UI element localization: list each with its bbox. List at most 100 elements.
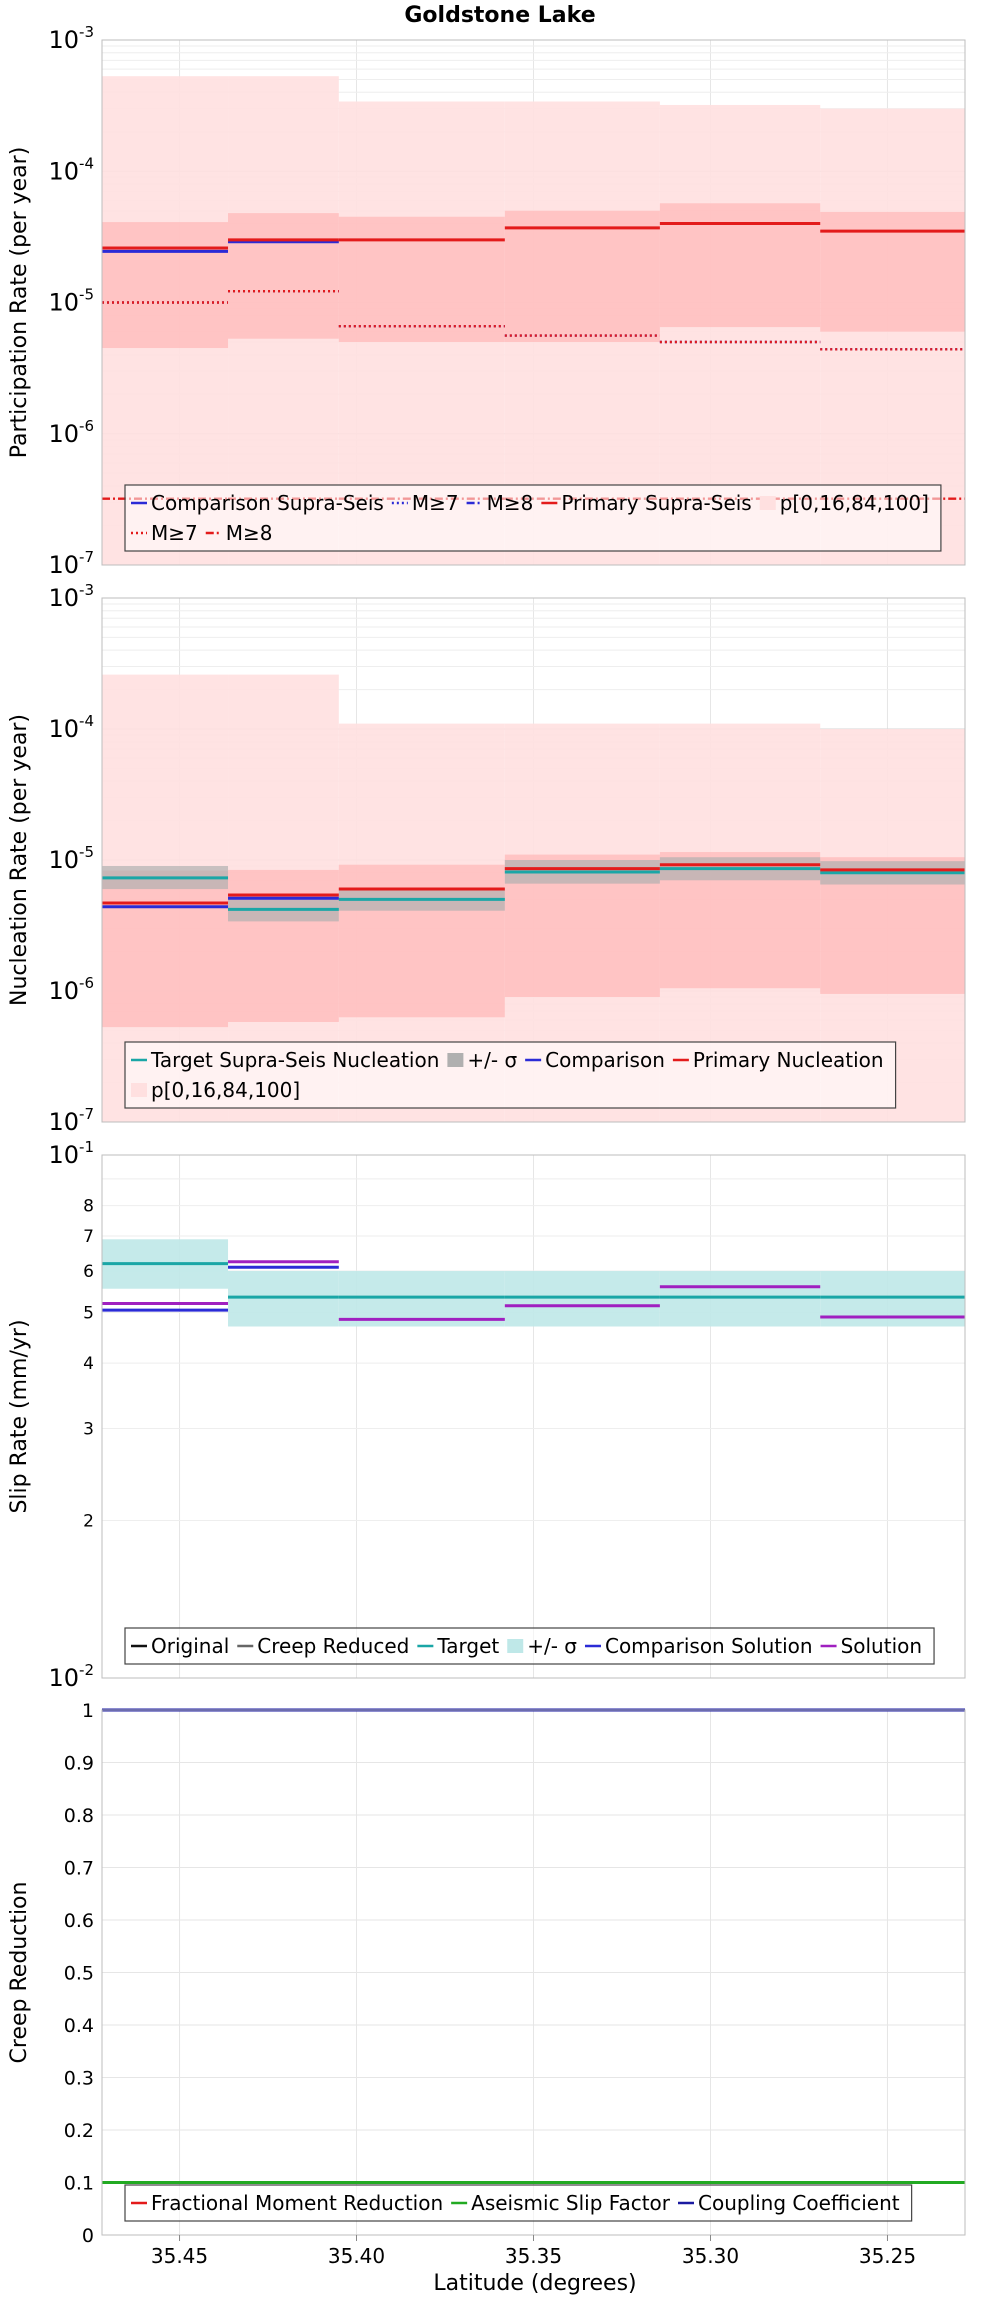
legend-label: Original [151, 1634, 229, 1658]
legend: Fractional Moment Reduction Aseismic Slip… [124, 2184, 913, 2222]
y-tick-label: 2 [83, 1512, 94, 1532]
x-tick-label: 35.35 [505, 2244, 562, 2268]
legend-box [124, 2184, 913, 2222]
legend-item: p[0,16,84,100] [759, 491, 929, 515]
legend-swatch [447, 1053, 464, 1067]
y-tick-label: 10-3 [48, 581, 94, 612]
legend-label: Fractional Moment Reduction [151, 2191, 443, 2215]
panel-creep-reduction: 0 0.1 0.2 0.3 0.4 0.5 0.6 0.7 0.8 0.9 1 Creep Reduc… [7, 1700, 966, 2247]
y-tick-label: 0.5 [64, 1963, 94, 1985]
y-tick-label: 10-2 [48, 1661, 94, 1692]
x-tick-label: 35.40 [328, 2244, 385, 2268]
panel-nucleation-rate: 10-7 10-6 10-5 10-4 10-3 Nucleation Rate (per… [7, 581, 966, 1136]
legend-label: Primary Nucleation [693, 1048, 884, 1072]
legend-item: Primary Supra-Seis [541, 491, 752, 515]
legend-item: M≥7 [391, 491, 459, 515]
legend: Target Supra-Seis Nucleation +/- σ Compari… [124, 1041, 897, 1109]
legend-label: M≥7 [151, 521, 198, 545]
legend-item: Primary Nucleation [672, 1048, 884, 1072]
axes-frame [101, 39, 966, 566]
y-tick-label: 10-3 [48, 23, 94, 54]
panel-participation-rate: 10-7 10-6 10-5 10-4 10-3 Participation Rate (… [7, 23, 966, 579]
y-tick-label: 10-6 [48, 417, 94, 448]
y-tick-label: 10-7 [48, 548, 94, 579]
legend-entries: Original Creep Reduced Target +/- σ Comparis… [131, 1634, 922, 1658]
legend-box [124, 1041, 897, 1109]
legend-label: +/- σ [527, 1634, 577, 1658]
axes-frame [101, 1154, 966, 1679]
legend-box [124, 1627, 935, 1665]
legend-label: Aseismic Slip Factor [471, 2191, 671, 2215]
y-tick-label: 0.3 [64, 2068, 94, 2090]
legend-label: Target [436, 1634, 499, 1658]
legend-label: M≥8 [487, 491, 534, 515]
legend: Comparison Supra-Seis M≥7 M≥8 Primary Supra… [124, 484, 942, 552]
band-segment [102, 870, 229, 1028]
series-comparison-solution [102, 1265, 339, 1312]
legend-item: Aseismic Slip Factor [451, 2191, 671, 2215]
y-tick-labels: 10-2 2 3 4 5 6 7 8 10-1 [48, 1138, 94, 1692]
legend-item: M≥8 [205, 521, 273, 545]
legend-label: Creep Reduced [257, 1634, 409, 1658]
y-tick-labels: 10-7 10-6 10-5 10-4 10-3 [48, 23, 94, 579]
y-tick-label: 7 [83, 1227, 94, 1247]
legend-box [124, 484, 942, 552]
y-tick-label: 10-4 [48, 712, 94, 743]
y-axis-label: Slip Rate (mm/yr) [7, 1319, 32, 1513]
band-segment [102, 222, 229, 349]
y-tick-labels: 0 0.1 0.2 0.3 0.4 0.5 0.6 0.7 0.8 0.9 1 [64, 1700, 94, 2247]
figure-title: Goldstone Lake [404, 3, 595, 28]
y-tick-label: 5 [83, 1303, 94, 1323]
legend-item: M≥7 [131, 521, 198, 545]
legend-label: p[0,16,84,100] [780, 491, 929, 515]
legend-entries: Comparison Supra-Seis M≥7 M≥8 Primary Supra… [131, 491, 929, 545]
panel-slip-rate: 10-2 2 3 4 5 6 7 8 10-1 Slip Rate (mm/yr) Original… [7, 1138, 966, 1692]
y-tick-label: 0.2 [64, 2120, 94, 2142]
legend-label: +/- σ [467, 1048, 517, 1072]
series-target [102, 1262, 965, 1299]
band-segment [228, 1271, 339, 1327]
y-tick-label: 10-5 [48, 843, 94, 874]
legend-label: Coupling Coefficient [698, 2191, 900, 2215]
legend-label: Solution [841, 1634, 922, 1658]
y-tick-label: 4 [83, 1354, 94, 1374]
legend-entries: Target Supra-Seis Nucleation +/- σ Compari… [131, 1048, 884, 1102]
legend-item: Target Supra-Seis Nucleation [131, 1048, 439, 1072]
band-segment [659, 1271, 821, 1327]
legend-item: Comparison Supra-Seis [131, 491, 384, 515]
y-tick-label: 3 [83, 1419, 94, 1439]
y-tick-labels: 10-7 10-6 10-5 10-4 10-3 [48, 581, 94, 1136]
series-comparison-supra-seis [102, 240, 339, 253]
legend-entries: Fractional Moment Reduction Aseismic Slip… [131, 2191, 900, 2215]
legend-swatch [759, 496, 776, 510]
band-segment [338, 1271, 505, 1327]
band-segment [228, 869, 339, 1022]
y-tick-label: 10-5 [48, 286, 94, 317]
legend-label: Target Supra-Seis Nucleation [150, 1048, 439, 1072]
x-axis-ticks: 35.45 35.40 35.35 35.30 35.25 [151, 2235, 916, 2268]
legend-item: p[0,16,84,100] [131, 1078, 300, 1102]
x-axis-label: Latitude (degrees) [433, 2271, 636, 2296]
legend: Original Creep Reduced Target +/- σ Comparis… [124, 1627, 935, 1665]
legend-item: +/- σ [507, 1634, 577, 1658]
y-axis-label: Participation Rate (per year) [7, 147, 32, 459]
series-primary-supra-seis [102, 221, 965, 250]
x-tick-label: 35.30 [682, 2244, 739, 2268]
legend-item: Original [131, 1634, 229, 1658]
legend-label: Comparison Supra-Seis [151, 491, 384, 515]
y-tick-label: 1 [82, 1700, 94, 1722]
legend-label: M≥8 [226, 521, 273, 545]
y-tick-label: 10-1 [48, 1138, 94, 1169]
legend-label: p[0,16,84,100] [151, 1078, 300, 1102]
y-tick-label: 0.7 [64, 1858, 94, 1880]
y-tick-label: 0.1 [64, 2173, 94, 2195]
y-tick-label: 0.4 [64, 2015, 94, 2037]
band-segment [659, 203, 821, 328]
legend-item: Target [417, 1634, 499, 1658]
legend-item: Comparison Solution [584, 1634, 813, 1658]
y-tick-label: 8 [83, 1197, 94, 1217]
y-tick-label: 0 [82, 2225, 94, 2247]
legend-swatch [131, 1083, 147, 1097]
band-segment [504, 1271, 660, 1327]
